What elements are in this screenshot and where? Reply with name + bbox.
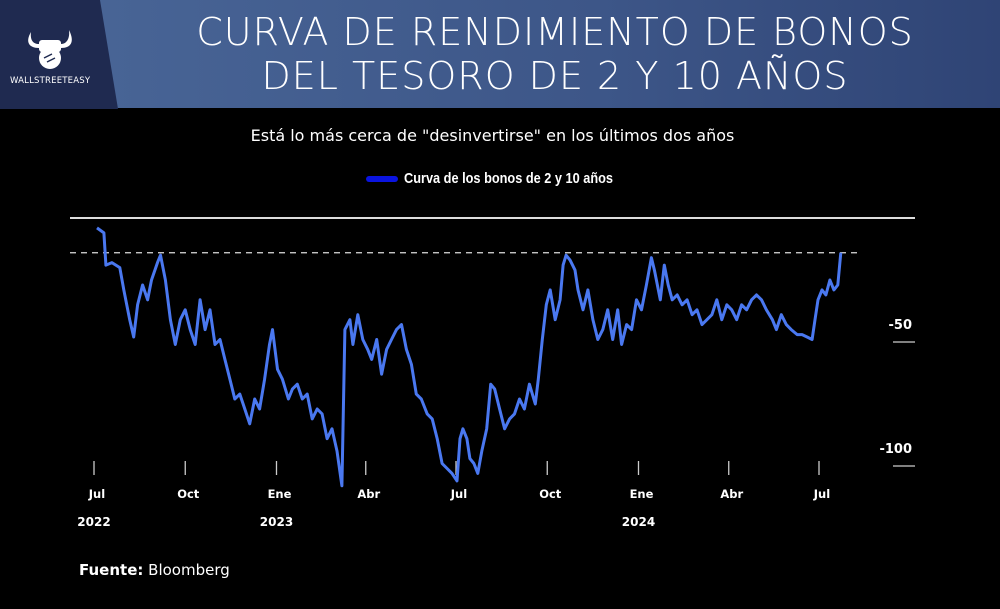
x-tick-label: Ene (630, 487, 654, 501)
title-line-1: CURVA DE RENDIMIENTO DE BONOS (196, 10, 914, 54)
x-year-label: 2022 (77, 515, 110, 529)
x-year-label: 2023 (260, 515, 293, 529)
legend-swatch (366, 175, 398, 182)
y-tick-label: -50 (889, 318, 913, 333)
x-tick-label: Ene (268, 487, 292, 501)
logo: WALLSTREETEASY (10, 28, 90, 86)
x-tick-label: Abr (720, 487, 743, 501)
x-tick-label: Oct (177, 487, 200, 501)
page-title: CURVA DE RENDIMIENTO DE BONOS DEL TESORO… (140, 10, 970, 98)
x-tick-label: Jul (88, 487, 105, 501)
logo-panel: WALLSTREETEASY (0, 0, 118, 109)
legend: Curva de los bonos de 2 y 10 años (366, 170, 650, 187)
series-line (96, 226, 843, 488)
header-banner: WALLSTREETEASY CURVA DE RENDIMIENTO DE B… (0, 0, 1000, 109)
x-year-label: 2024 (622, 515, 655, 529)
source-value: Bloomberg (148, 561, 230, 579)
x-tick-label: Jul (813, 487, 830, 501)
x-tick-label: Jul (450, 487, 467, 501)
bull-fist-icon (28, 30, 72, 69)
source-label: Fuente: (79, 561, 144, 579)
x-tick-label: Oct (539, 487, 562, 501)
chart-subtitle: Está lo más cerca de "desinvertirse" en … (250, 126, 735, 145)
logo-text: WALLSTREETEASY (10, 76, 91, 86)
y-tick-label: -100 (879, 442, 912, 457)
legend-label: Curva de los bonos de 2 y 10 años (404, 170, 614, 187)
x-tick-label: Abr (357, 487, 380, 501)
title-line-2: DEL TESORO DE 2 Y 10 AÑOS (261, 54, 849, 98)
source-note: Fuente: Bloomberg (79, 561, 230, 579)
